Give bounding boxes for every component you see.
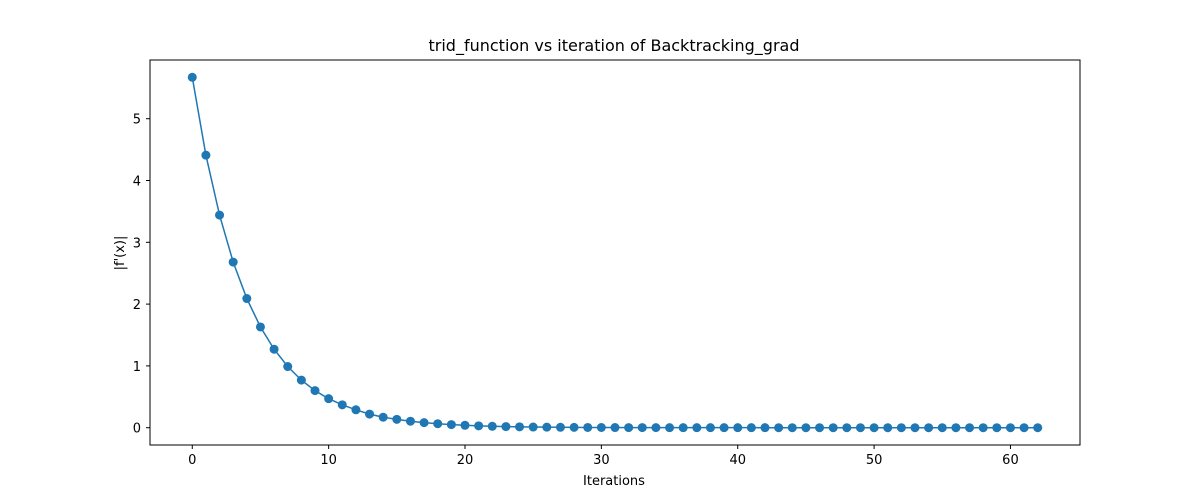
data-point [678,423,688,433]
data-point [446,420,456,430]
data-point [310,386,320,396]
series-markers [187,72,1043,433]
x-tick-label: 30 [593,453,610,468]
x-tick-label: 40 [729,453,746,468]
data-point [705,423,715,433]
data-point [296,375,306,385]
data-point [896,423,906,433]
data-point [992,423,1002,433]
data-point [542,422,552,432]
x-tick-label: 50 [866,453,883,468]
data-point [883,423,893,433]
data-point [637,423,647,433]
data-point [460,420,470,430]
data-point [951,423,961,433]
data-point [815,423,825,433]
y-tick-label: 4 [133,175,141,190]
y-tick-label: 5 [133,113,141,128]
x-tick-label: 10 [320,453,337,468]
data-point [733,423,743,433]
data-point [405,416,415,426]
x-axis: 0 10 20 30 40 50 60 [188,445,1019,468]
data-point [1019,423,1029,433]
data-point [610,423,620,433]
plot-frame [149,59,1081,446]
data-point [828,423,838,433]
data-point [760,423,770,433]
data-point [269,344,279,354]
y-axis: 0 1 2 3 4 5 [133,113,150,437]
data-point [665,423,675,433]
data-point [719,423,729,433]
y-tick-label: 1 [133,360,141,375]
data-point [746,423,756,433]
x-axis-label: Iterations [583,474,645,489]
data-point [501,422,511,432]
data-point [515,422,525,432]
chart-title: trid_function vs iteration of Backtracki… [429,36,800,56]
data-point [937,423,947,433]
data-point [365,409,375,419]
data-point [201,150,211,160]
y-tick-label: 2 [133,298,141,313]
data-point [569,422,579,432]
x-tick-label: 0 [188,453,196,468]
x-tick-label: 20 [457,453,474,468]
data-point [624,423,634,433]
data-point [583,422,593,432]
data-point [474,421,484,431]
data-point [1033,423,1043,433]
data-point [596,423,606,433]
data-point [787,423,797,433]
series-line [191,77,1038,429]
data-point [419,418,429,428]
y-tick-label: 0 [133,422,141,437]
data-point [855,423,865,433]
y-axis-label: |f'(x)| [113,236,128,271]
data-point [283,362,293,372]
data-point [651,423,661,433]
data-point [337,400,347,410]
y-tick-label: 3 [133,236,141,251]
data-point [978,423,988,433]
data-point [378,412,388,422]
data-point [801,423,811,433]
data-point [924,423,934,433]
data-point [187,72,197,82]
data-point [242,294,252,304]
data-point [555,422,565,432]
data-point [228,257,238,267]
data-point [1005,423,1015,433]
data-point [255,322,265,332]
data-point [215,210,225,220]
data-point [842,423,852,433]
data-point [692,423,702,433]
data-point [774,423,784,433]
data-point [324,394,334,404]
data-point [433,419,443,429]
data-point [351,405,361,415]
data-point [528,422,538,432]
x-tick-label: 60 [1002,453,1019,468]
data-point [869,423,879,433]
data-point [965,423,975,433]
data-point [392,414,402,424]
data-point [910,423,920,433]
data-point [487,421,497,431]
